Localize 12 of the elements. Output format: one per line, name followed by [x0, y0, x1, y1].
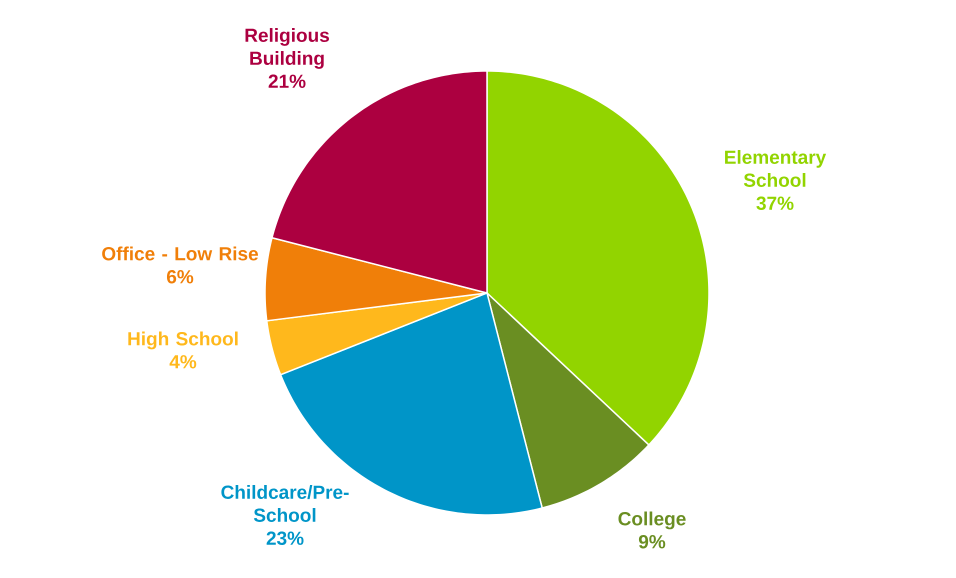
slice-label: Religious Building — [246, 28, 329, 69]
data-label: 23% — [266, 531, 304, 545]
data-label: 21% — [268, 74, 306, 88]
slice-label: Childcare/Pre-School — [221, 484, 349, 522]
slice-label: College — [618, 512, 686, 530]
data-label: 9% — [638, 535, 666, 548]
slice-label: Office - Low Rise — [102, 246, 258, 260]
data-label: 37% — [756, 196, 794, 210]
slice-label: High School — [128, 332, 238, 350]
data-label: 6% — [166, 270, 194, 284]
data-label: 4% — [170, 355, 196, 368]
slice-label: Elementary School — [725, 150, 826, 187]
